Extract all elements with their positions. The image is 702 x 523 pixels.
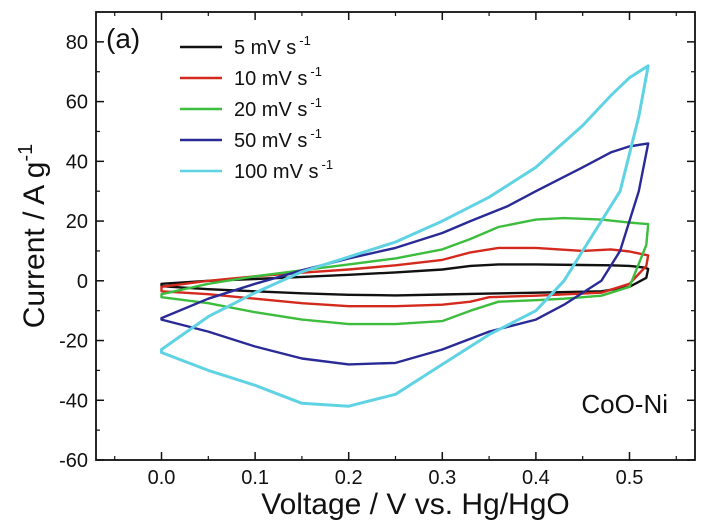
x-tick-label: 0.0 xyxy=(148,467,176,489)
y-axis-label-main: Current / A g xyxy=(18,162,51,329)
axis-tick-labels: 0.0 0.1 0.2 0.3 0.4 0.5 -60 -40 -20 0 20 40 60 80 xyxy=(59,32,643,489)
legend: 5 mV s -1 10 mV s -1 20 mV s -1 50 mV s -1 100 m… xyxy=(180,33,333,183)
y-axis-label-superscript: -1 xyxy=(15,144,37,162)
x-axis-label: Voltage / V vs. Hg/HgO xyxy=(261,488,569,521)
panel-label: (a) xyxy=(106,23,140,54)
series-line-3 xyxy=(160,216,650,326)
y-tick-label: 80 xyxy=(66,32,88,54)
y-tick-label: 0 xyxy=(77,271,88,293)
legend-entry-4: 50 mV s -1 xyxy=(234,126,322,152)
series-lines xyxy=(160,64,650,408)
y-tick-label: -60 xyxy=(59,450,88,472)
x-tick-label: 0.5 xyxy=(616,467,644,489)
x-tick-label: 0.1 xyxy=(241,467,269,489)
series-line-1 xyxy=(160,263,650,297)
y-tick-label: 60 xyxy=(66,92,88,114)
y-tick-label: -40 xyxy=(59,390,88,412)
series-line-2 xyxy=(160,246,650,308)
sample-annotation: CoO-Ni xyxy=(581,389,668,419)
legend-entry-2: 10 mV s -1 xyxy=(234,64,322,90)
x-tick-label: 0.2 xyxy=(335,467,363,489)
legend-entry-1: 5 mV s -1 xyxy=(234,33,311,59)
series-line-4 xyxy=(160,142,650,366)
x-tick-label: 0.3 xyxy=(428,467,456,489)
y-tick-label: 40 xyxy=(66,151,88,173)
legend-entry-5: 100 mV s -1 xyxy=(234,157,333,183)
y-tick-label: 20 xyxy=(66,211,88,233)
legend-entry-3: 20 mV s -1 xyxy=(234,95,322,121)
x-tick-label: 0.4 xyxy=(522,467,550,489)
y-axis-label: Current / A g-1 xyxy=(15,144,51,329)
axis-ticks xyxy=(96,11,695,461)
y-tick-label: -20 xyxy=(59,331,88,353)
series-line-5 xyxy=(160,64,650,408)
